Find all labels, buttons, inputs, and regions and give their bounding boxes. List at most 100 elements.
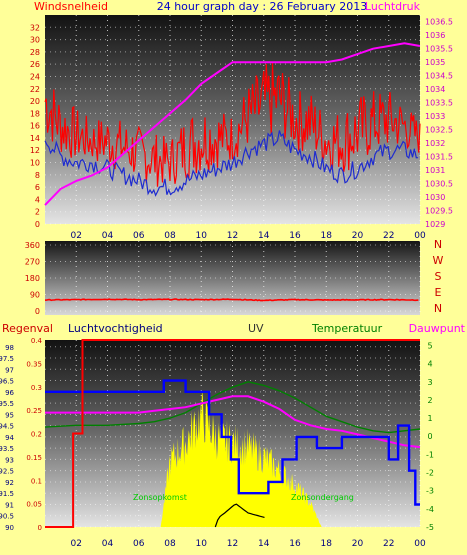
rain-tick-label: 0 bbox=[38, 524, 42, 532]
humidity-line bbox=[45, 379, 420, 506]
pressure-tick-label: 1036 bbox=[425, 31, 445, 40]
compass-label: N bbox=[434, 302, 442, 315]
compass-label: N bbox=[434, 238, 442, 251]
humidity-tick-label: 90 bbox=[5, 524, 14, 532]
temperature-tick-label: 0 bbox=[427, 432, 432, 441]
humidity-tick-label: 93 bbox=[5, 456, 14, 464]
wind-tick-label: 22 bbox=[30, 85, 40, 94]
sunset-label: Zonsondergang bbox=[291, 493, 354, 502]
time-tick-label: 04 bbox=[102, 539, 114, 549]
humidity-tick-label: 95.5 bbox=[0, 400, 14, 408]
rain-tick-label: 0.05 bbox=[26, 501, 42, 509]
compass-label: S bbox=[435, 270, 442, 283]
temperature-axis-title: Temperatuur bbox=[311, 322, 383, 335]
compass-label: E bbox=[435, 286, 442, 299]
rain-tick-label: 0.35 bbox=[26, 360, 42, 368]
pressure-tick-label: 1035.5 bbox=[425, 45, 453, 54]
pressure-tick-label: 1033.5 bbox=[425, 99, 453, 108]
rainfall-line bbox=[45, 339, 420, 528]
time-tick-label: 06 bbox=[133, 231, 145, 241]
temperature-tick-label: 2 bbox=[427, 396, 432, 405]
wind-plot-area bbox=[45, 15, 420, 224]
pressure-tick-label: 1031.5 bbox=[425, 153, 453, 162]
humidity-tick-label: 97.5 bbox=[0, 355, 14, 363]
direction-tick-label: 360 bbox=[25, 241, 40, 250]
wind-tick-label: 30 bbox=[30, 36, 40, 45]
time-tick-label: 12 bbox=[227, 539, 238, 549]
direction-tick-label: 180 bbox=[25, 274, 40, 283]
rain-tick-label: 0.3 bbox=[31, 384, 42, 392]
wind-tick-label: 20 bbox=[30, 97, 40, 106]
time-tick-label: 06 bbox=[133, 539, 145, 549]
wind-axis-title: Windsnelheid bbox=[34, 0, 108, 13]
wind-gust-line bbox=[44, 130, 419, 197]
time-tick-label: 14 bbox=[258, 539, 270, 549]
humidity-tick-label: 96.5 bbox=[0, 378, 14, 386]
time-tick-label: 16 bbox=[289, 231, 301, 241]
time-tick-label: 08 bbox=[164, 539, 176, 549]
wind-tick-label: 12 bbox=[30, 146, 40, 155]
pressure-tick-label: 1036.5 bbox=[425, 18, 453, 27]
humidity-tick-label: 92.5 bbox=[0, 468, 14, 476]
pressure-tick-label: 1032.5 bbox=[425, 126, 453, 135]
wind-tick-label: 0 bbox=[35, 220, 40, 229]
rain-axis-title: Regenval bbox=[2, 322, 53, 335]
wind-tick-label: 10 bbox=[30, 159, 40, 168]
humidity-tick-label: 97 bbox=[5, 366, 14, 374]
humidity-tick-label: 93.5 bbox=[0, 445, 14, 453]
time-tick-label: 14 bbox=[258, 231, 270, 241]
time-tick-label: 02 bbox=[71, 231, 82, 241]
direction-tick-label: 90 bbox=[30, 291, 40, 300]
pressure-tick-label: 1033 bbox=[425, 112, 445, 121]
pressure-tick-label: 1030 bbox=[425, 193, 445, 202]
direction-tick-label: 0 bbox=[35, 307, 40, 316]
temperature-line bbox=[44, 381, 421, 434]
time-tick-label: 00 bbox=[414, 231, 426, 241]
time-tick-label: 20 bbox=[352, 539, 364, 549]
time-tick-label: 04 bbox=[102, 231, 114, 241]
wind-tick-label: 2 bbox=[35, 208, 40, 217]
compass-label: W bbox=[433, 254, 444, 267]
temperature-tick-label: 5 bbox=[427, 341, 432, 350]
direction-tick-label: 270 bbox=[25, 258, 40, 267]
wind-tick-label: 32 bbox=[30, 23, 40, 32]
temperature-tick-label: -3 bbox=[426, 487, 434, 496]
wind-tick-label: 8 bbox=[35, 171, 40, 180]
temperature-tick-label: -5 bbox=[426, 523, 434, 532]
uv-line bbox=[214, 503, 265, 528]
humidity-tick-label: 92 bbox=[5, 479, 14, 487]
temperature-tick-label: 4 bbox=[427, 360, 432, 369]
solar-radiation-area bbox=[160, 390, 322, 527]
sunrise-label: Zonsopkomst bbox=[133, 493, 187, 502]
temperature-tick-label: -2 bbox=[426, 469, 434, 478]
wind-tick-label: 28 bbox=[30, 48, 40, 57]
time-tick-label: 12 bbox=[227, 231, 238, 241]
pressure-tick-label: 1032 bbox=[425, 139, 445, 148]
humidity-tick-label: 94 bbox=[5, 434, 14, 442]
pressure-tick-label: 1030.5 bbox=[425, 180, 453, 189]
time-tick-label: 00 bbox=[414, 539, 426, 549]
pressure-line bbox=[44, 42, 421, 206]
rain-tick-label: 0.25 bbox=[26, 407, 42, 415]
wind-tick-label: 18 bbox=[30, 109, 40, 118]
time-tick-label: 10 bbox=[196, 231, 208, 241]
pressure-tick-label: 1031 bbox=[425, 166, 445, 175]
humidity-tick-label: 91.5 bbox=[0, 490, 14, 498]
pressure-axis-title: Luchtdruk bbox=[365, 0, 421, 13]
time-tick-label: 02 bbox=[71, 539, 82, 549]
pressure-tick-label: 1034.5 bbox=[425, 72, 453, 81]
dewpoint-axis-title: Dauwpunt bbox=[409, 322, 466, 335]
temperature-tick-label: 3 bbox=[427, 378, 432, 387]
chart-title: 24 hour graph day : 26 February 2013 bbox=[157, 0, 368, 13]
time-tick-label: 18 bbox=[321, 539, 333, 549]
humidity-tick-label: 96 bbox=[5, 389, 14, 397]
wind-tick-label: 6 bbox=[35, 183, 40, 192]
pressure-tick-label: 1029.5 bbox=[425, 207, 453, 216]
rain-tick-label: 0.15 bbox=[26, 454, 42, 462]
pressure-tick-label: 1035 bbox=[425, 58, 445, 67]
wind-direction-line bbox=[44, 298, 419, 302]
time-tick-label: 16 bbox=[289, 539, 301, 549]
rain-tick-label: 0.2 bbox=[31, 431, 42, 439]
humidity-tick-label: 95 bbox=[5, 411, 14, 419]
